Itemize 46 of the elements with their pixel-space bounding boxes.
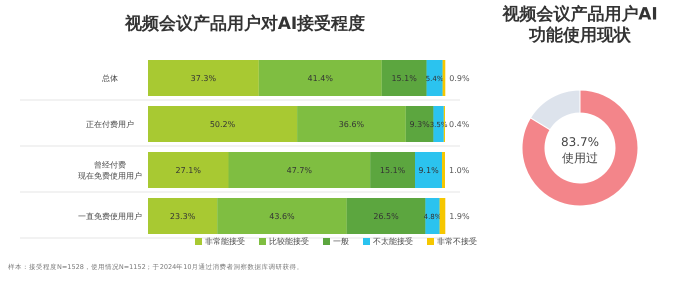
bar bbox=[382, 60, 427, 96]
data-label: 36.6% bbox=[338, 120, 365, 129]
data-label: 26.5% bbox=[373, 212, 400, 221]
bar bbox=[258, 60, 382, 96]
data-label: 9.1% bbox=[418, 166, 440, 175]
chart-title: 视频会议产品用户对AI接受程度 bbox=[124, 14, 366, 34]
legend-label: 一般 bbox=[333, 237, 349, 246]
bar bbox=[440, 198, 446, 234]
data-label: 1.9% bbox=[449, 212, 470, 221]
bar bbox=[217, 198, 347, 234]
data-label: 15.1% bbox=[391, 74, 418, 83]
bar bbox=[148, 60, 259, 96]
legend-label: 非常能接受 bbox=[205, 237, 245, 246]
slice-label: 使用过 bbox=[562, 151, 598, 165]
bar bbox=[228, 152, 370, 188]
data-label: 23.3% bbox=[170, 212, 196, 221]
chart-title: 视频会议产品用户AI 功能使用现状 bbox=[501, 4, 658, 46]
bar bbox=[415, 152, 442, 188]
legend-label: 非常不接受 bbox=[437, 237, 477, 246]
donut-slice bbox=[522, 90, 638, 206]
data-label: 37.3% bbox=[190, 74, 216, 83]
data-label: 15.1% bbox=[380, 166, 406, 175]
y-tick-label: 曾经付费现在免费使用用户 bbox=[78, 160, 142, 180]
bar bbox=[148, 152, 228, 188]
legend-label: 不太能接受 bbox=[373, 237, 413, 246]
y-tick-label: 正在付费用户 bbox=[86, 120, 134, 129]
data-label: 83.7% bbox=[560, 135, 600, 149]
bar bbox=[370, 152, 416, 188]
data-label: 1.0% bbox=[449, 166, 470, 175]
data-label: 0.4% bbox=[449, 120, 470, 129]
bar bbox=[297, 106, 406, 142]
y-tick-label: 总体 bbox=[101, 74, 118, 83]
data-label: 50.2% bbox=[210, 120, 236, 129]
bar bbox=[148, 198, 218, 234]
bar bbox=[442, 152, 445, 188]
y-tick-label: 一直免费使用用户 bbox=[78, 212, 142, 221]
legend-label: 比较能接受 bbox=[269, 237, 309, 246]
bar bbox=[346, 198, 426, 234]
data-label: 0.9% bbox=[449, 74, 470, 83]
data-label: 41.4% bbox=[308, 74, 334, 83]
data-label: 47.7% bbox=[286, 166, 312, 175]
data-label: 43.6% bbox=[269, 212, 296, 221]
bar bbox=[148, 106, 298, 142]
data-label: 9.3% bbox=[409, 120, 430, 129]
data-label: 27.1% bbox=[176, 166, 202, 175]
bar bbox=[442, 60, 446, 96]
